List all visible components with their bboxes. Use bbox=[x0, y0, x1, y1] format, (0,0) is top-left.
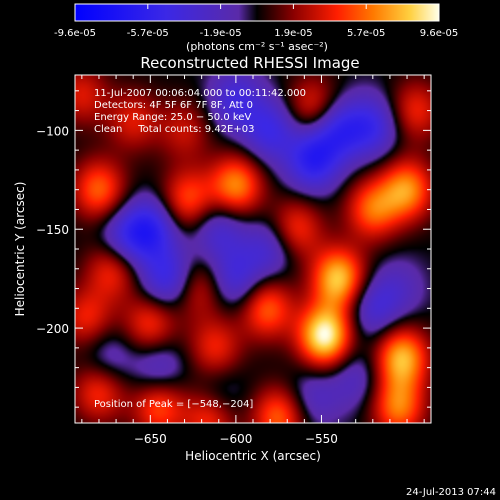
x-axis-label: Heliocentric X (arcsec) bbox=[185, 449, 321, 463]
footer-timestamp: 24-Jul-2013 07:44 bbox=[406, 487, 496, 498]
colorbar-tick-label: 9.6e-05 bbox=[420, 28, 458, 39]
colorbar-tick-label: -5.7e-05 bbox=[127, 28, 169, 39]
colorbar-tick-label: 5.7e-05 bbox=[347, 28, 385, 39]
y-tick-label: −100 bbox=[36, 124, 69, 138]
colorbar-tick-label: 1.9e-05 bbox=[274, 28, 312, 39]
chart-title: Reconstructed RHESSI Image bbox=[140, 54, 359, 72]
colorbar-ticks: -9.6e-05 -5.7e-05 -1.9e-05 1.9e-05 5.7e-05 9.… bbox=[54, 4, 458, 39]
heatmap-image bbox=[75, 75, 431, 423]
annotation-detectors: Detectors: 4F 5F 6F 7F 8F, Att 0 bbox=[94, 100, 253, 111]
y-axis-label: Heliocentric Y (arcsec) bbox=[13, 182, 27, 317]
peak-position-label: Position of Peak = [−548,−204] bbox=[94, 399, 253, 410]
x-tick-label: −600 bbox=[219, 432, 252, 446]
axes: −650 −600 −550 −100 −150 −200 bbox=[36, 75, 431, 446]
colorbar-unit-label: (photons cm⁻² s⁻¹ asec⁻²) bbox=[186, 40, 328, 53]
annotation-counts: Clean Total counts: 9.42E+03 bbox=[94, 124, 254, 135]
y-tick-label: −150 bbox=[36, 223, 69, 237]
colorbar bbox=[74, 3, 440, 22]
colorbar-tick-label: -9.6e-05 bbox=[54, 28, 96, 39]
annotation-energy: Energy Range: 25.0 − 50.0 keV bbox=[94, 112, 251, 123]
annotation-time: 11-Jul-2007 00:06:04.000 to 00:11:42.000 bbox=[94, 88, 306, 99]
y-tick-label: −200 bbox=[36, 322, 69, 336]
colorbar-tick-label: -1.9e-05 bbox=[200, 28, 242, 39]
x-tick-label: −650 bbox=[134, 432, 167, 446]
x-tick-label: −550 bbox=[305, 432, 338, 446]
